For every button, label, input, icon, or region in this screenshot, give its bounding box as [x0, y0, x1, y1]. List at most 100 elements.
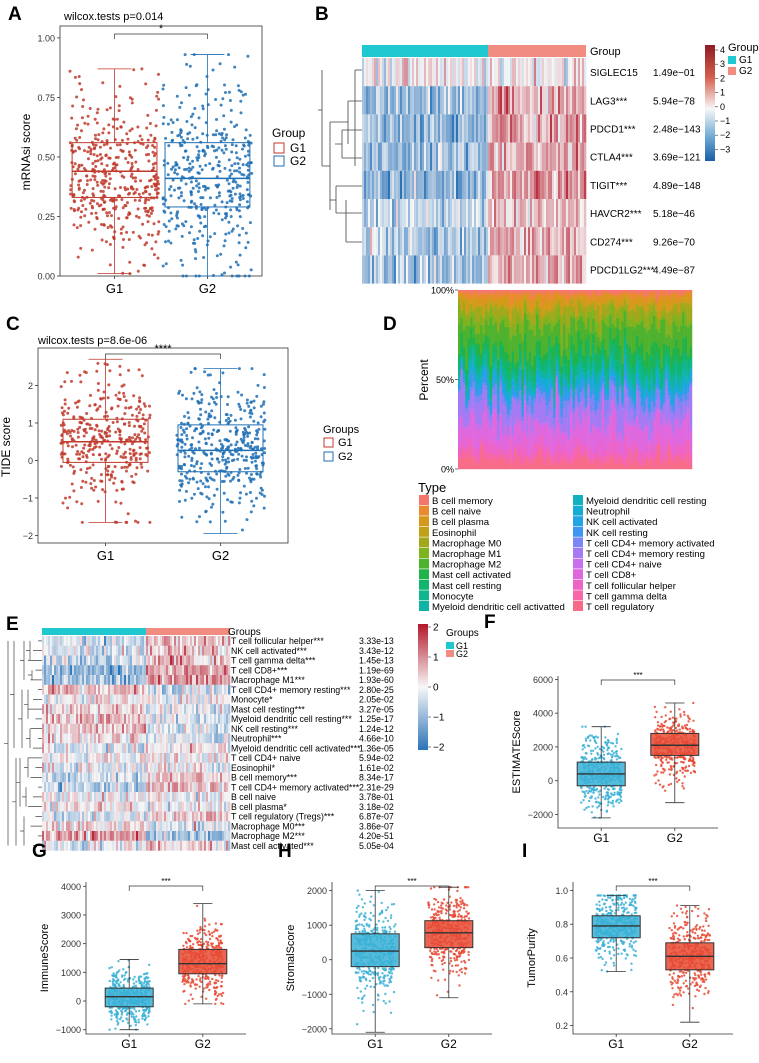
heatmap-cell — [88, 645, 91, 656]
heatmap-cell — [388, 199, 391, 228]
heatmap-cell — [364, 199, 367, 228]
bar-segment — [511, 369, 515, 374]
bar-segment — [521, 294, 525, 297]
heatmap-cell — [434, 227, 437, 256]
bar-segment — [506, 462, 510, 465]
data-point-g2 — [177, 196, 181, 200]
data-point-g2 — [206, 186, 210, 190]
heatmap-cell — [452, 86, 455, 115]
bar-segment — [562, 323, 566, 350]
bar-segment — [677, 386, 681, 391]
heatmap-cell — [444, 142, 447, 171]
bar-segment — [609, 305, 612, 316]
heatmap-cell — [414, 86, 417, 115]
heatmap-cell — [440, 114, 443, 143]
bar-segment — [643, 430, 646, 454]
data-point-g2 — [237, 209, 241, 213]
bar-segment — [514, 391, 517, 395]
heatmap-cell — [470, 86, 473, 115]
bar-segment — [518, 308, 522, 321]
data-point-g2 — [169, 241, 173, 245]
data-point-g1 — [94, 211, 98, 215]
bar-segment — [677, 331, 681, 349]
heatmap-cell — [578, 227, 581, 256]
heatmap-cell — [66, 636, 69, 646]
heatmap-cell — [444, 227, 447, 256]
bar-segment — [477, 389, 481, 396]
heatmap-cell — [552, 58, 555, 87]
bar-segment — [482, 317, 486, 324]
heatmap-cell — [542, 255, 545, 284]
data-point-g2 — [259, 415, 263, 419]
data-point-g2 — [188, 231, 191, 235]
heatmap-cell — [476, 199, 479, 228]
scale-tick-label-b: −2 — [720, 130, 730, 140]
data-point-g1 — [91, 192, 95, 196]
heatmap-cell — [510, 170, 513, 199]
bar-segment — [621, 464, 624, 470]
bar-segment — [638, 306, 642, 321]
bar-segment — [592, 423, 595, 428]
bar-segment — [570, 317, 573, 337]
heatmap-cell — [508, 58, 511, 87]
bar-segment — [555, 446, 559, 453]
bar-segment — [521, 435, 525, 447]
bar-segment — [653, 315, 656, 342]
data-point-g1 — [98, 145, 102, 149]
heatmap-cell — [464, 142, 467, 171]
data-point-g1 — [99, 397, 103, 401]
data-point-g1 — [154, 240, 158, 244]
data-point-g1 — [125, 230, 129, 234]
bar-segment — [548, 429, 551, 447]
heatmap-cell — [410, 58, 413, 87]
heatmap-cell — [480, 227, 483, 256]
bar-segment — [604, 291, 607, 295]
heatmap-cell — [374, 86, 377, 115]
data-point-g1 — [130, 101, 134, 105]
data-point-g2 — [187, 454, 191, 458]
bar-segment — [684, 386, 688, 394]
heatmap-cell — [368, 170, 371, 199]
heatmap-cell — [494, 255, 497, 284]
bar-segment — [684, 439, 688, 454]
bar-segment — [497, 309, 500, 330]
bar-segment — [484, 364, 488, 367]
data-point-g2 — [164, 262, 168, 266]
bar-segment — [465, 425, 468, 428]
bar-segment — [657, 398, 661, 408]
bar-segment — [472, 389, 476, 412]
bar-segment — [460, 371, 464, 415]
data-point-g1 — [100, 238, 104, 242]
heatmap-cell — [430, 255, 433, 284]
heatmap-cell — [380, 199, 383, 228]
heatmap-cell — [436, 170, 439, 199]
heatmap-cell — [438, 227, 441, 256]
bar-segment — [499, 367, 503, 370]
bar-segment — [475, 307, 478, 323]
bar-segment — [623, 357, 627, 363]
data-point-g2 — [208, 415, 212, 419]
bar-segment — [660, 372, 663, 388]
bar-segment — [684, 314, 688, 326]
data-point-g2 — [243, 432, 247, 436]
data-point-g1 — [138, 457, 142, 461]
bar-segment — [470, 345, 473, 350]
data-point-g2 — [198, 164, 202, 168]
data-point-g1 — [80, 88, 83, 92]
heatmap-cell — [412, 199, 415, 228]
heatmap-cell — [522, 114, 525, 143]
heatmap-cell — [384, 170, 387, 199]
bar-segment — [553, 303, 556, 310]
data-point-g2 — [204, 476, 208, 480]
data-point-g1 — [122, 175, 126, 179]
data-point-g1 — [119, 455, 123, 459]
heatmap-cell — [362, 86, 365, 115]
box-g1 — [71, 142, 158, 198]
bar-segment — [601, 358, 605, 361]
bar-segment — [643, 461, 646, 466]
heatmap-cell — [140, 636, 143, 646]
heatmap-cell — [396, 227, 399, 256]
bar-segment — [470, 446, 473, 459]
heatmap-cell — [126, 645, 129, 656]
heatmap-cell — [552, 142, 555, 171]
